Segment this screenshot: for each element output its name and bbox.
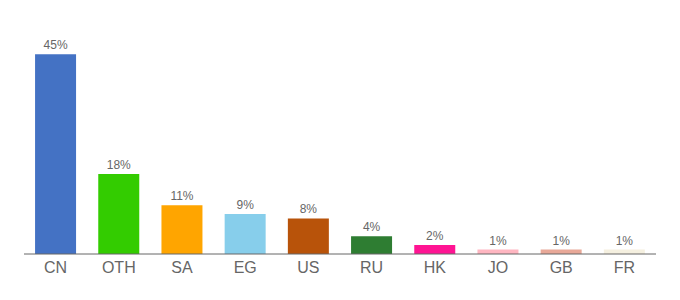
svg-text:JO: JO <box>488 259 508 276</box>
svg-text:9%: 9% <box>236 198 254 212</box>
svg-text:4%: 4% <box>363 220 381 234</box>
svg-text:SA: SA <box>171 259 193 276</box>
svg-text:8%: 8% <box>300 202 318 216</box>
svg-text:RU: RU <box>360 259 383 276</box>
svg-text:1%: 1% <box>489 234 507 248</box>
svg-text:18%: 18% <box>107 158 131 172</box>
svg-text:EG: EG <box>234 259 257 276</box>
svg-text:45%: 45% <box>44 38 68 52</box>
svg-text:GB: GB <box>550 259 573 276</box>
svg-text:FR: FR <box>614 259 635 276</box>
svg-text:OTH: OTH <box>102 259 136 276</box>
svg-text:HK: HK <box>424 259 447 276</box>
svg-text:1%: 1% <box>616 234 634 248</box>
svg-text:US: US <box>297 259 319 276</box>
svg-text:1%: 1% <box>552 234 570 248</box>
svg-text:11%: 11% <box>170 189 193 203</box>
svg-text:CN: CN <box>44 259 67 276</box>
svg-text:2%: 2% <box>426 229 444 243</box>
